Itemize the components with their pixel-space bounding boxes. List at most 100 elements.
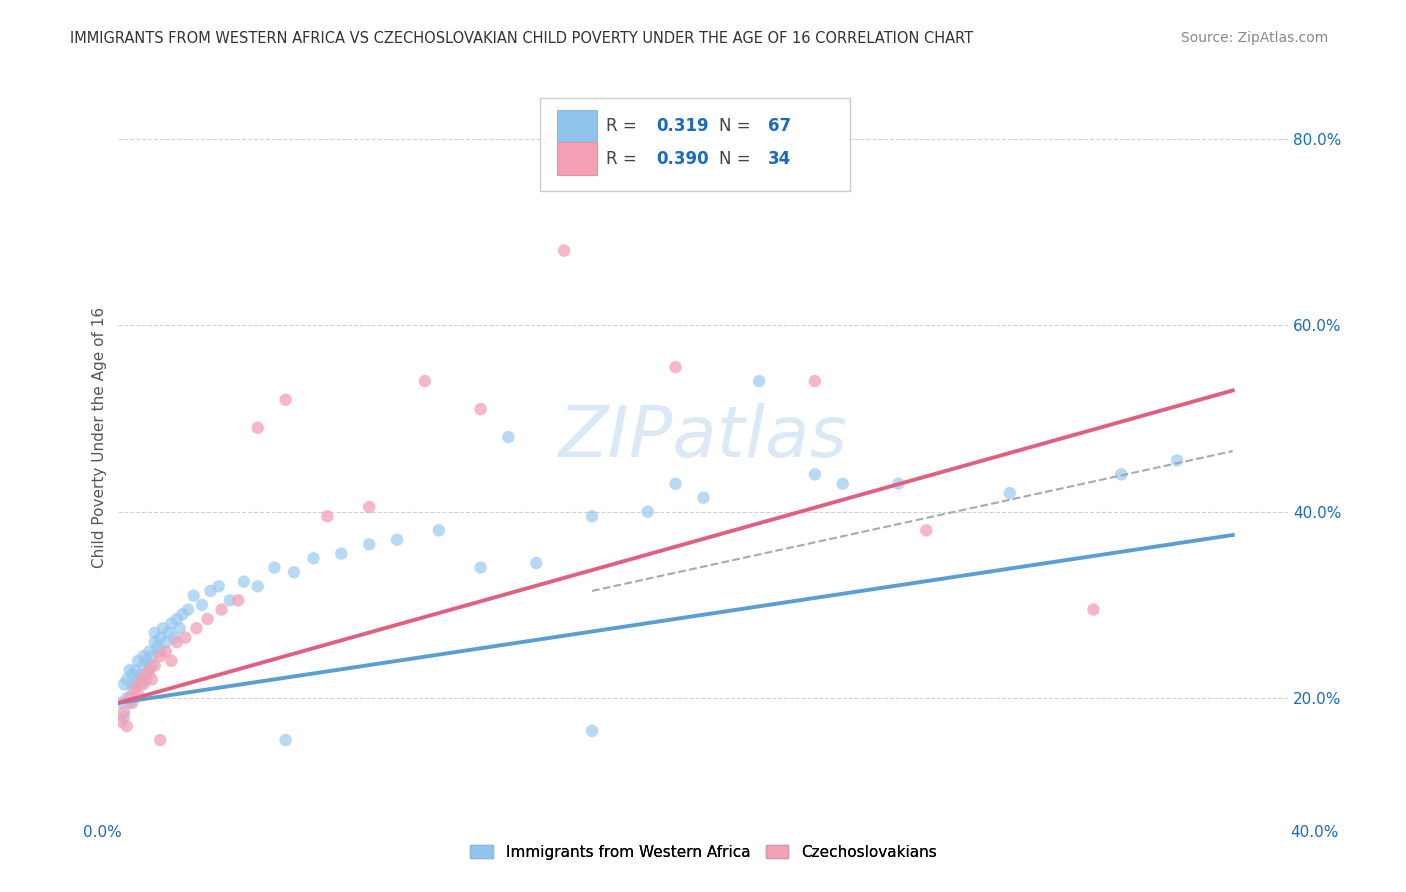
- Point: [218, 593, 240, 607]
- Text: R =: R =: [606, 150, 643, 168]
- Point: [157, 626, 180, 640]
- Point: [208, 579, 231, 593]
- Text: N =: N =: [718, 117, 755, 135]
- Point: [112, 710, 135, 724]
- Point: [149, 733, 172, 747]
- Text: IMMIGRANTS FROM WESTERN AFRICA VS CZECHOSLOVAKIAN CHILD POVERTY UNDER THE AGE OF: IMMIGRANTS FROM WESTERN AFRICA VS CZECHO…: [70, 31, 973, 46]
- Point: [127, 673, 149, 687]
- Point: [191, 598, 214, 612]
- Point: [160, 616, 183, 631]
- Point: [129, 677, 152, 691]
- Point: [143, 635, 166, 649]
- Point: [470, 402, 492, 417]
- Point: [748, 374, 770, 388]
- Point: [138, 644, 160, 658]
- Point: [385, 533, 408, 547]
- Point: [172, 607, 194, 622]
- Point: [998, 486, 1021, 500]
- Point: [316, 509, 339, 524]
- Point: [1166, 453, 1188, 467]
- Text: 34: 34: [768, 150, 792, 168]
- Point: [110, 696, 132, 710]
- Legend: Immigrants from Western Africa, Czechoslovakians: Immigrants from Western Africa, Czechosl…: [464, 838, 942, 866]
- Point: [115, 673, 138, 687]
- Point: [129, 673, 152, 687]
- Point: [146, 640, 169, 654]
- Point: [169, 621, 191, 635]
- Point: [232, 574, 254, 589]
- Point: [413, 374, 436, 388]
- Point: [581, 723, 603, 738]
- Point: [141, 658, 163, 673]
- Point: [115, 691, 138, 706]
- Point: [118, 663, 141, 677]
- FancyBboxPatch shape: [557, 110, 598, 143]
- Text: Source: ZipAtlas.com: Source: ZipAtlas.com: [1181, 31, 1329, 45]
- Point: [283, 566, 305, 580]
- Point: [132, 649, 155, 664]
- Point: [143, 658, 166, 673]
- Point: [118, 691, 141, 706]
- Point: [112, 705, 135, 719]
- Point: [121, 668, 143, 682]
- Point: [155, 644, 177, 658]
- Point: [831, 476, 853, 491]
- Point: [200, 584, 222, 599]
- Text: 40.0%: 40.0%: [1291, 825, 1339, 839]
- Point: [132, 677, 155, 691]
- Text: 0.319: 0.319: [657, 117, 709, 135]
- Point: [155, 635, 177, 649]
- Point: [143, 626, 166, 640]
- Point: [887, 476, 910, 491]
- Point: [804, 374, 827, 388]
- Point: [149, 644, 172, 658]
- Point: [115, 719, 138, 733]
- Point: [664, 476, 686, 491]
- Point: [359, 537, 381, 551]
- Point: [1111, 467, 1133, 482]
- Point: [263, 560, 285, 574]
- Point: [664, 360, 686, 375]
- Point: [1083, 602, 1105, 616]
- Point: [141, 649, 163, 664]
- Point: [149, 631, 172, 645]
- Point: [246, 579, 269, 593]
- Point: [246, 421, 269, 435]
- Point: [124, 677, 146, 691]
- Point: [183, 589, 205, 603]
- Point: [186, 621, 208, 635]
- Text: 0.390: 0.390: [657, 150, 709, 168]
- Point: [124, 663, 146, 677]
- Text: ZIPatlas: ZIPatlas: [560, 402, 848, 472]
- Text: 0.0%: 0.0%: [83, 825, 122, 839]
- Text: 67: 67: [768, 117, 792, 135]
- Point: [110, 714, 132, 729]
- Point: [581, 509, 603, 524]
- Point: [127, 687, 149, 701]
- Point: [135, 668, 157, 682]
- Point: [274, 733, 297, 747]
- FancyBboxPatch shape: [540, 97, 849, 191]
- Point: [112, 677, 135, 691]
- Point: [127, 654, 149, 668]
- Point: [226, 593, 249, 607]
- Point: [160, 654, 183, 668]
- Y-axis label: Child Poverty Under the Age of 16: Child Poverty Under the Age of 16: [93, 307, 107, 567]
- Point: [211, 602, 233, 616]
- Point: [118, 696, 141, 710]
- Point: [174, 631, 197, 645]
- Point: [166, 612, 188, 626]
- Point: [141, 673, 163, 687]
- Point: [121, 681, 143, 696]
- Point: [152, 621, 174, 635]
- Point: [163, 631, 186, 645]
- Point: [129, 668, 152, 682]
- Point: [124, 681, 146, 696]
- Point: [915, 524, 938, 538]
- Text: N =: N =: [718, 150, 755, 168]
- Point: [637, 505, 659, 519]
- Point: [427, 524, 450, 538]
- Point: [330, 547, 353, 561]
- Point: [138, 663, 160, 677]
- Point: [166, 635, 188, 649]
